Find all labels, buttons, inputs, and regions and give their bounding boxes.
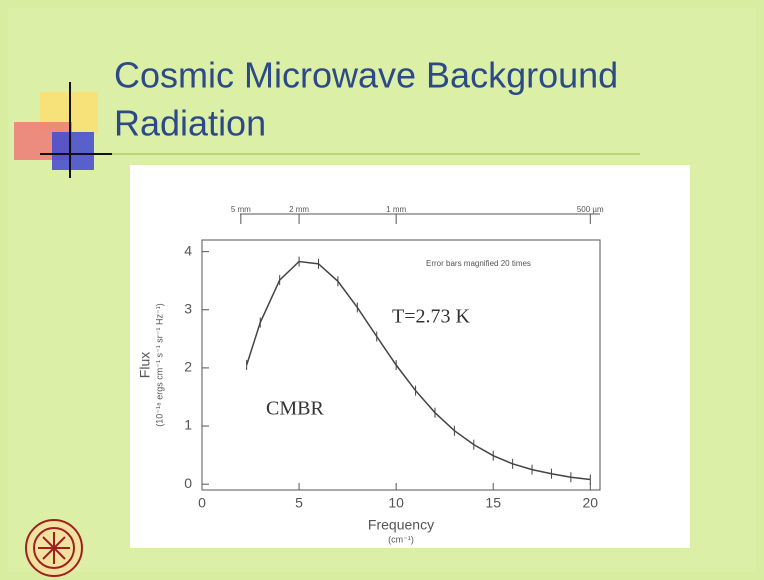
y-axis-label: Flux xyxy=(137,352,153,378)
x2-tick-label: 500 µm xyxy=(577,205,604,214)
slide-title: Cosmic Microwave Background xyxy=(114,55,618,96)
x-tick-label: 5 xyxy=(295,495,303,511)
y-axis-unit: (10⁻¹⁸ ergs cm⁻¹ s⁻¹ sr⁻¹ Hz⁻¹) xyxy=(154,303,164,427)
x-tick-label: 20 xyxy=(583,495,599,511)
x-tick-label: 15 xyxy=(485,495,501,511)
x2-tick-label: 2 mm xyxy=(289,205,309,214)
plot-frame xyxy=(201,239,601,491)
annotation: T=2.73 K xyxy=(392,306,470,328)
x-tick-label: 10 xyxy=(388,495,404,511)
x2-tick-label: 1 mm xyxy=(386,205,406,214)
slide-title: Radiation xyxy=(114,103,266,144)
logo xyxy=(25,519,83,577)
y-tick-label: 4 xyxy=(184,242,192,258)
x-tick-label: 0 xyxy=(198,495,206,511)
decoration xyxy=(14,82,640,178)
y-tick-label: 3 xyxy=(184,300,192,316)
y-tick-label: 0 xyxy=(184,475,192,491)
x-axis-label: Frequency xyxy=(368,517,434,533)
x-axis-unit: (cm⁻¹) xyxy=(388,534,414,544)
annotation: CMBR xyxy=(266,398,324,420)
x2-tick-label: 5 mm xyxy=(231,205,251,214)
y-tick-label: 2 xyxy=(184,359,192,375)
y-tick-label: 1 xyxy=(184,417,192,433)
annotation: Error bars magnified 20 times xyxy=(426,259,531,268)
chart: 0 1 2 3 4 0 5 10 15 20 5 mm 2 mm 1 mm 500 µm Frequency… xyxy=(137,205,604,544)
chart-panel xyxy=(130,165,690,548)
